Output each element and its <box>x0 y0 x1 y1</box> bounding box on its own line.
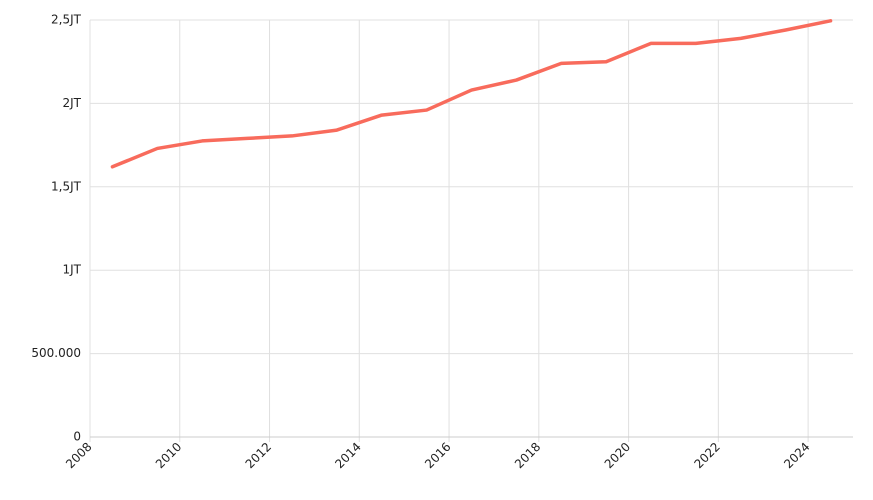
y-tick-label: 1JT <box>62 263 81 277</box>
x-tick-label: 2016 <box>422 440 453 471</box>
y-tick-label: 2JT <box>62 96 81 110</box>
x-tick-label: 2008 <box>63 440 94 471</box>
x-tick-label: 2018 <box>512 440 543 471</box>
x-tick-label: 2014 <box>332 440 363 471</box>
x-tick-label: 2020 <box>602 440 633 471</box>
x-tick-label: 2010 <box>153 440 184 471</box>
y-tick-label: 1,5JT <box>51 179 82 193</box>
y-tick-label: 500.000 <box>31 346 81 360</box>
y-tick-label: 0 <box>73 430 81 444</box>
x-tick-label: 2024 <box>781 440 812 471</box>
x-tick-label: 2022 <box>691 440 722 471</box>
y-tick-label: 2,5JT <box>51 13 82 27</box>
x-tick-label: 2012 <box>243 440 274 471</box>
data-line <box>110 19 833 169</box>
